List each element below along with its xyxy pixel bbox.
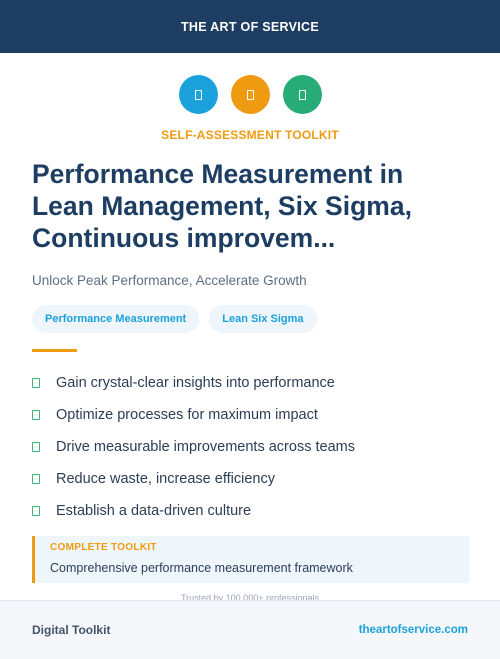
check-icon — [32, 474, 40, 484]
benefit-item: Gain crystal-clear insights into perform… — [32, 367, 355, 399]
tag-list: Performance Measurement Lean Six Sigma — [32, 305, 317, 333]
benefit-item: Drive measurable improvements across tea… — [32, 431, 355, 463]
brand-name: THE ART OF SERVICE — [180, 19, 320, 34]
toolkit-callout: COMPLETE TOOLKIT Comprehensive performan… — [32, 536, 469, 583]
icon-row — [0, 75, 500, 114]
benefit-text: Establish a data-driven culture — [56, 503, 252, 519]
footer: Digital Toolkit theartofservice.com — [0, 600, 500, 659]
footer-label: Digital Toolkit — [32, 623, 111, 637]
check-icon — [32, 378, 40, 388]
header-bar: THE ART OF SERVICE — [0, 0, 500, 53]
subtitle: Unlock Peak Performance, Accelerate Grow… — [32, 273, 307, 288]
benefit-list: Gain crystal-clear insights into perform… — [32, 367, 355, 527]
check-icon — [32, 410, 40, 420]
check-icon — [32, 506, 40, 516]
document-icon — [282, 75, 322, 114]
trusted-note: Trusted by 100,000+ professionals — [180, 593, 319, 600]
website-link[interactable]: theartofservice.com — [358, 624, 468, 636]
tag-lean-six-sigma: Lean Six Sigma — [209, 305, 317, 333]
callout-label: COMPLETE TOOLKIT — [50, 542, 157, 553]
tag-performance-measurement: Performance Measurement — [32, 305, 200, 333]
eyebrow-label: SELF-ASSESSMENT TOOLKIT — [161, 128, 339, 142]
check-icon — [32, 442, 40, 452]
benefit-item: Establish a data-driven culture — [32, 495, 355, 527]
benefit-item: Reduce waste, increase efficiency — [32, 463, 355, 495]
callout-text: Comprehensive performance measurement fr… — [50, 561, 353, 575]
document-icon — [178, 75, 218, 114]
document-icon — [230, 75, 270, 114]
benefit-text: Optimize processes for maximum impact — [56, 407, 318, 423]
benefit-item: Optimize processes for maximum impact — [32, 399, 355, 431]
benefit-text: Drive measurable improvements across tea… — [56, 439, 355, 455]
accent-divider — [32, 349, 77, 352]
benefit-text: Reduce waste, increase efficiency — [56, 471, 275, 487]
page-title: Performance Measurement in Lean Manageme… — [32, 159, 412, 253]
benefit-text: Gain crystal-clear insights into perform… — [56, 375, 335, 391]
